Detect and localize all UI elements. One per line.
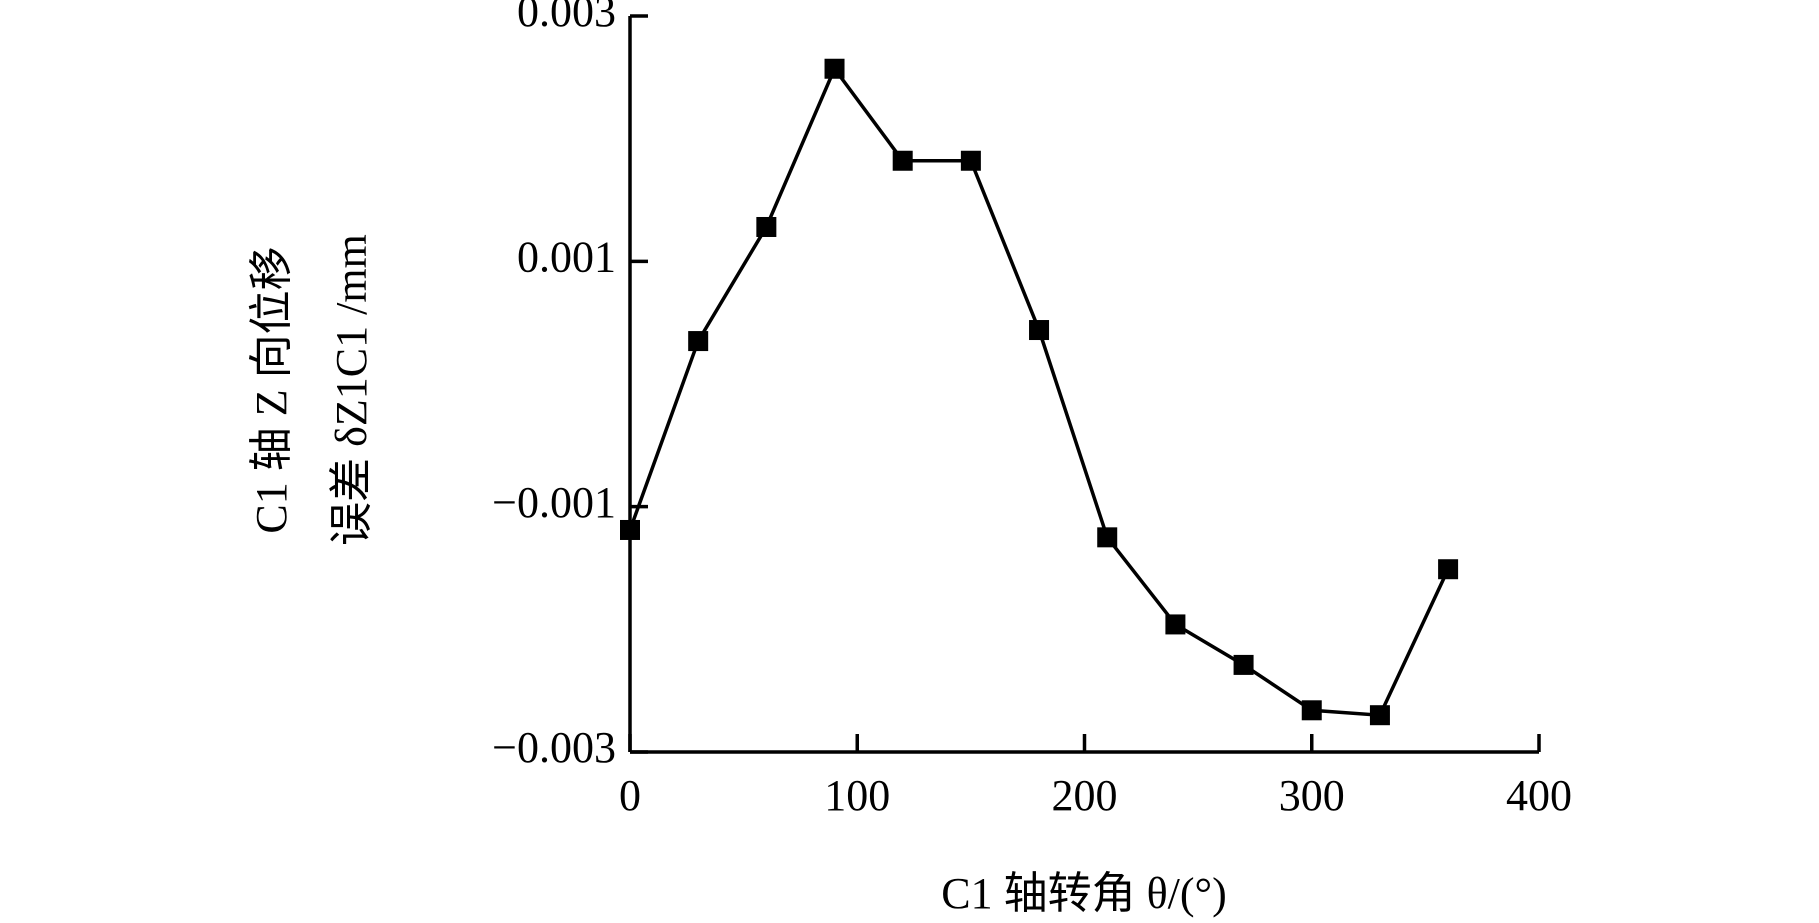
y-tick-label: −0.001 xyxy=(492,478,616,527)
data-point xyxy=(1029,320,1050,341)
data-point xyxy=(1438,559,1459,580)
x-tick-label: 300 xyxy=(1279,771,1345,820)
data-line xyxy=(628,65,1450,718)
y-axis-title: 误差 δZ1C1 /mm xyxy=(327,234,376,546)
data-point xyxy=(620,519,640,540)
data-point xyxy=(756,216,777,237)
x-tick-label: 400 xyxy=(1506,771,1572,820)
data-point xyxy=(1233,654,1254,675)
x-tick-label: 0 xyxy=(619,771,641,820)
x-tick-label: 100 xyxy=(824,771,890,820)
x-tick-label: 200 xyxy=(1052,771,1118,820)
data-point xyxy=(1301,700,1322,721)
data-point xyxy=(1165,614,1186,635)
data-point xyxy=(824,58,845,79)
data-point xyxy=(960,150,981,171)
data-point xyxy=(1097,527,1118,548)
y-axis-title: C1 轴 Z 向位移 xyxy=(247,246,296,533)
y-tick-label: −0.003 xyxy=(492,723,616,772)
data-point xyxy=(688,331,709,352)
data-point xyxy=(892,150,913,171)
y-tick-label: 0.003 xyxy=(517,0,616,36)
x-axis-title: C1 轴转角 θ/(°) xyxy=(941,869,1227,918)
y-tick-label: 0.001 xyxy=(517,232,616,281)
data-point xyxy=(1369,705,1390,726)
